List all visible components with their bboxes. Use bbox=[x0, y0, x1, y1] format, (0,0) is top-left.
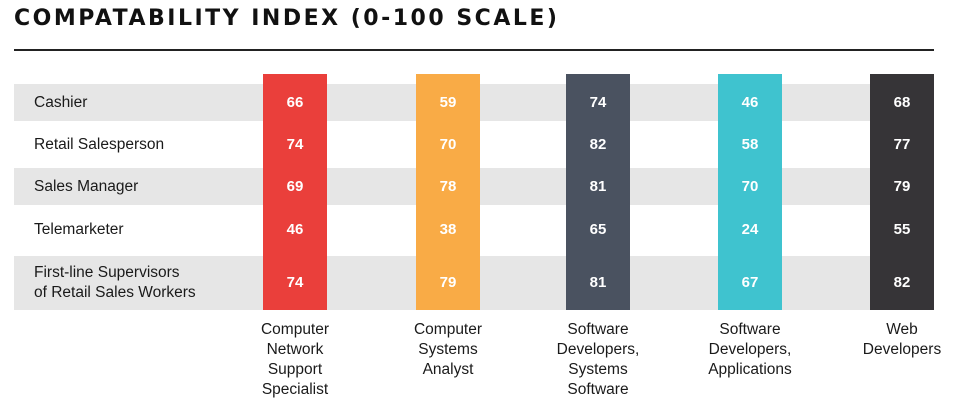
value-cell: 74 bbox=[286, 135, 304, 153]
value-cell: 46 bbox=[286, 220, 304, 238]
value-cell: 24 bbox=[741, 220, 759, 238]
value-cell: 68 bbox=[893, 93, 911, 111]
column-label: Web Developers bbox=[862, 321, 942, 358]
value-cell: 79 bbox=[893, 177, 911, 195]
column-bar: 68 77 79 55 82 bbox=[870, 74, 934, 310]
title-divider bbox=[14, 49, 934, 51]
value-cell: 58 bbox=[741, 135, 759, 153]
chart-title: COMPATABILITY INDEX (0-100 SCALE) bbox=[14, 6, 560, 31]
value-cell: 82 bbox=[589, 135, 607, 153]
value-cell: 81 bbox=[589, 177, 607, 195]
value-cell: 81 bbox=[589, 274, 607, 291]
value-cell: 70 bbox=[741, 177, 759, 195]
value-cell: 46 bbox=[741, 93, 759, 111]
column-label: Software Developers, Systems Software bbox=[556, 321, 640, 398]
value-cell: 79 bbox=[439, 274, 457, 291]
row-label: Retail Salesperson bbox=[34, 135, 165, 153]
row-label: First-line Supervisors of Retail Sales W… bbox=[34, 264, 196, 301]
value-cell: 74 bbox=[286, 274, 304, 291]
row-label: Telemarketer bbox=[34, 220, 124, 238]
row-label: Cashier bbox=[34, 93, 88, 111]
column-bar: 46 58 70 24 67 bbox=[718, 74, 782, 310]
value-cell: 74 bbox=[589, 93, 607, 111]
value-cell: 82 bbox=[893, 274, 911, 291]
value-cell: 69 bbox=[286, 177, 304, 195]
column-bar: 74 82 81 65 81 bbox=[566, 74, 630, 310]
column-label: Computer Systems Analyst bbox=[413, 321, 483, 378]
column-label: Computer Network Support Specialist bbox=[260, 321, 330, 398]
value-cell: 65 bbox=[589, 220, 607, 238]
column-bar: 59 70 78 38 79 bbox=[416, 74, 480, 310]
value-cell: 67 bbox=[741, 274, 759, 291]
row-label: Sales Manager bbox=[34, 177, 139, 195]
value-cell: 38 bbox=[439, 220, 457, 238]
value-cell: 66 bbox=[286, 93, 304, 111]
value-cell: 59 bbox=[439, 93, 457, 111]
column-label: Software Developers, Applications bbox=[708, 321, 792, 378]
column-bar: 66 74 69 46 74 bbox=[263, 74, 327, 310]
value-cell: 77 bbox=[893, 135, 911, 153]
value-cell: 70 bbox=[439, 135, 457, 153]
value-cell: 78 bbox=[439, 177, 457, 195]
value-cell: 55 bbox=[893, 220, 911, 238]
